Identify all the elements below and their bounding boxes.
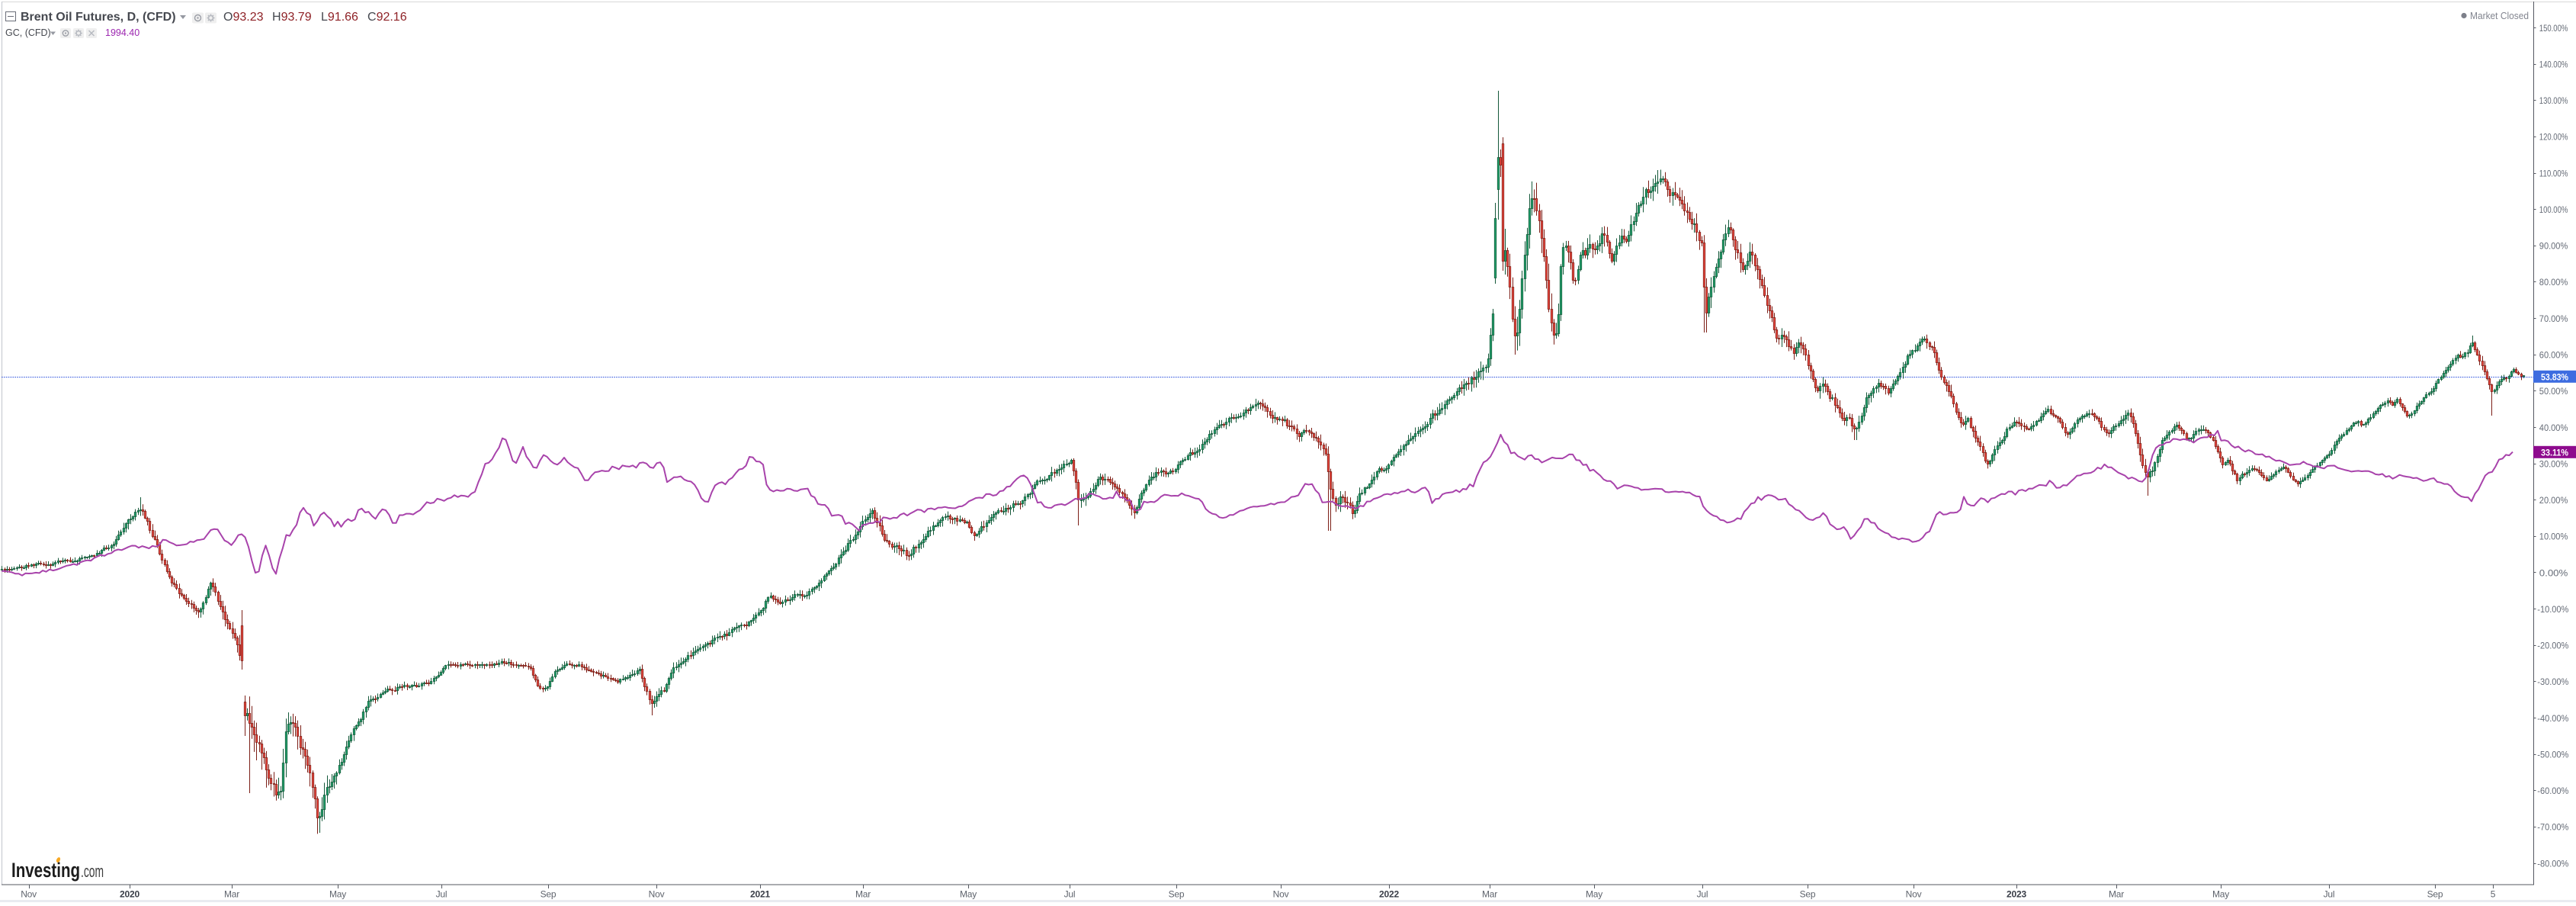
- svg-text:May: May: [1586, 889, 1602, 900]
- svg-text:70.00%: 70.00%: [2539, 315, 2568, 324]
- svg-text:May: May: [960, 889, 977, 900]
- svg-text:150.00%: 150.00%: [2539, 24, 2568, 34]
- svg-text:Nov: Nov: [21, 889, 37, 900]
- svg-text:33.11%: 33.11%: [2541, 447, 2568, 458]
- svg-text:H93.79: H93.79: [272, 11, 312, 24]
- svg-text:Sep: Sep: [541, 889, 557, 900]
- svg-text:-70.00%: -70.00%: [2537, 824, 2568, 833]
- svg-text:140.00%: 140.00%: [2539, 60, 2568, 69]
- svg-text:Mar: Mar: [224, 889, 239, 900]
- svg-text:Jul: Jul: [1697, 889, 1708, 900]
- svg-text:2020: 2020: [120, 889, 140, 900]
- svg-text:10.00%: 10.00%: [2539, 533, 2568, 542]
- svg-text:Mar: Mar: [2109, 889, 2124, 900]
- svg-text:-30.00%: -30.00%: [2537, 678, 2568, 687]
- svg-text:O93.23: O93.23: [223, 11, 264, 24]
- svg-text:GC, (CFD): GC, (CFD): [5, 27, 51, 38]
- svg-text:-50.00%: -50.00%: [2537, 751, 2568, 760]
- svg-text:130.00%: 130.00%: [2539, 97, 2568, 106]
- svg-text:120.00%: 120.00%: [2539, 133, 2568, 143]
- svg-text:60.00%: 60.00%: [2539, 352, 2568, 361]
- svg-text:1994.40: 1994.40: [105, 27, 140, 38]
- svg-text:Jul: Jul: [436, 889, 448, 900]
- svg-text:-10.00%: -10.00%: [2537, 606, 2568, 615]
- svg-text:53.83%: 53.83%: [2541, 371, 2568, 382]
- svg-text:-60.00%: -60.00%: [2537, 787, 2568, 796]
- svg-text:110.00%: 110.00%: [2539, 169, 2568, 178]
- svg-text:C92.16: C92.16: [367, 11, 407, 24]
- svg-text:40.00%: 40.00%: [2539, 424, 2568, 433]
- svg-text:Nov: Nov: [1273, 889, 1289, 900]
- svg-text:-40.00%: -40.00%: [2537, 715, 2568, 724]
- svg-text:-20.00%: -20.00%: [2537, 642, 2568, 651]
- svg-text:Market Closed: Market Closed: [2470, 10, 2529, 21]
- svg-text:2023: 2023: [2007, 889, 2026, 900]
- svg-text:5: 5: [2491, 889, 2496, 900]
- svg-text:Mar: Mar: [1482, 889, 1497, 900]
- svg-text:Sep: Sep: [2427, 889, 2443, 900]
- svg-text:Investing: Investing: [11, 859, 80, 882]
- svg-text:30.00%: 30.00%: [2539, 460, 2568, 469]
- svg-text:Brent Oil Futures, D, (CFD): Brent Oil Futures, D, (CFD): [21, 11, 176, 24]
- svg-text:Sep: Sep: [1800, 889, 1816, 900]
- svg-text:2022: 2022: [1379, 889, 1399, 900]
- svg-text:.com: .com: [81, 862, 104, 881]
- svg-text:Nov: Nov: [649, 889, 665, 900]
- svg-text:2021: 2021: [750, 889, 770, 900]
- svg-text:May: May: [2212, 889, 2229, 900]
- svg-text:Sep: Sep: [1169, 889, 1185, 900]
- svg-text:20.00%: 20.00%: [2539, 496, 2568, 506]
- svg-text:50.00%: 50.00%: [2539, 387, 2568, 397]
- svg-text:Nov: Nov: [1906, 889, 1922, 900]
- svg-text:90.00%: 90.00%: [2539, 243, 2568, 252]
- svg-text:80.00%: 80.00%: [2539, 278, 2568, 288]
- svg-text:0.00%: 0.00%: [2539, 569, 2568, 578]
- svg-text:Jul: Jul: [2324, 889, 2335, 900]
- svg-text:Jul: Jul: [1064, 889, 1076, 900]
- svg-text:100.00%: 100.00%: [2539, 206, 2568, 215]
- svg-text:Mar: Mar: [855, 889, 871, 900]
- svg-text:May: May: [329, 889, 346, 900]
- svg-text:L91.66: L91.66: [321, 11, 358, 24]
- svg-text:-80.00%: -80.00%: [2537, 859, 2568, 869]
